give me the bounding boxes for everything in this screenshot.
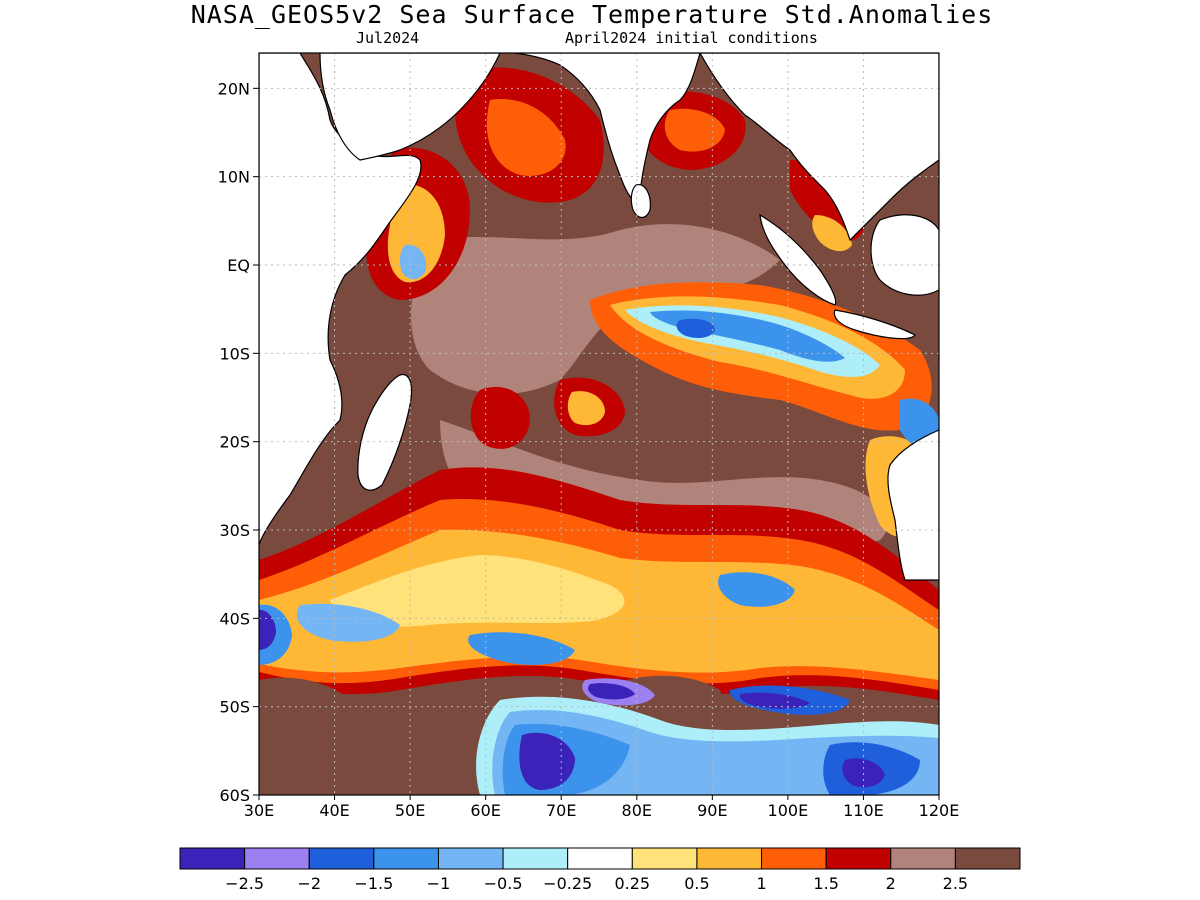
lon-tick-label: 90E <box>697 801 727 820</box>
lon-tick-label: 120E <box>919 801 960 820</box>
lon-tick-label: 60E <box>470 801 500 820</box>
colorbar-swatch <box>437 847 504 870</box>
anomaly-region <box>718 572 795 607</box>
colorbar-label: 0.25 <box>614 874 650 893</box>
anomaly-region <box>259 677 361 776</box>
anomaly-region <box>664 108 725 152</box>
lat-tick-label: EQ <box>227 256 250 275</box>
longitude-axis: 30E 40E 50E 60E 70E 80E 90E 100E 110E 120E <box>244 795 960 820</box>
colorbar-swatch <box>954 847 1021 870</box>
lat-tick-label: 50S <box>219 698 250 717</box>
southeast-asia-landmass <box>699 53 939 242</box>
colorbar-label: 0.5 <box>684 874 709 893</box>
colorbar-swatch <box>696 847 763 870</box>
lon-tick-label: 70E <box>546 801 576 820</box>
lon-tick-label: 30E <box>244 801 274 820</box>
lat-tick-label: 60S <box>219 786 250 805</box>
initial-conditions-label: April2024 initial conditions <box>565 29 818 47</box>
colorbar-swatch <box>502 847 569 870</box>
colorbar-label: −0.25 <box>543 874 592 893</box>
colorbar-label: −2 <box>297 874 321 893</box>
anomaly-region <box>567 391 605 426</box>
colorbar-label: 2.5 <box>943 874 968 893</box>
anomaly-region <box>676 318 715 338</box>
anomaly-region <box>486 99 566 176</box>
lat-tick-label: 40S <box>219 609 250 628</box>
anomaly-region <box>330 555 625 627</box>
madagascar-island <box>357 374 413 491</box>
colorbar-swatch <box>179 847 246 870</box>
colorbar-label: 1.5 <box>813 874 838 893</box>
lat-tick-label: 10N <box>218 168 250 187</box>
colorbar-swatch <box>631 847 698 870</box>
lat-tick-label: 20S <box>219 433 250 452</box>
colorbar-label: 2 <box>886 874 896 893</box>
java-island <box>833 309 916 340</box>
anomaly-region <box>259 609 276 650</box>
lat-lon-grid <box>259 53 939 795</box>
colorbar-swatch <box>244 847 310 870</box>
australia-landmass <box>887 429 939 581</box>
lon-tick-label: 50E <box>395 801 425 820</box>
latitude-axis: 20N 10N EQ 10S 20S 30S 40S 50S 60S <box>218 79 259 805</box>
anomaly-region <box>468 632 575 665</box>
colorbar-label: −1.5 <box>354 874 393 893</box>
lon-tick-label: 80E <box>622 801 652 820</box>
lat-tick-label: 30S <box>219 521 250 540</box>
colorbar-legend: −2.5 −2 −1.5 −1 −0.5 −0.25 0.25 0.5 1 1.5 2 2.5 <box>179 847 1021 893</box>
colorbar-swatch <box>373 847 439 870</box>
lon-tick-label: 100E <box>768 801 809 820</box>
sumatra-island <box>759 213 837 306</box>
colorbar-label: −2.5 <box>225 874 264 893</box>
colorbar-swatch <box>308 847 375 870</box>
lat-tick-label: 20N <box>218 79 250 98</box>
colorbar-label: 1 <box>756 874 766 893</box>
anomaly-region <box>296 603 400 642</box>
colorbar-swatch <box>890 847 956 870</box>
colorbar-label: −0.5 <box>484 874 523 893</box>
colorbar-swatch <box>761 847 827 870</box>
arabia-landmass <box>319 53 501 161</box>
anomaly-region <box>588 683 635 700</box>
forecast-month-label: Jul2024 <box>356 29 420 47</box>
colorbar-swatch <box>825 847 892 870</box>
india-landmass <box>514 53 701 202</box>
borneo-island <box>870 214 939 296</box>
lon-tick-label: 110E <box>843 801 884 820</box>
map-frame <box>258 52 940 796</box>
anomaly-region <box>812 215 852 252</box>
anomaly-region <box>739 692 810 709</box>
colorbar-label: −1 <box>427 874 451 893</box>
sri-lanka-island <box>630 184 651 219</box>
map-title: NASA_GEOS5v2 Sea Surface Temperature Std… <box>190 0 994 29</box>
lon-tick-label: 40E <box>319 801 349 820</box>
anomaly-region <box>519 732 575 790</box>
colorbar-swatch <box>567 847 633 870</box>
lat-tick-label: 10S <box>219 344 250 363</box>
anomaly-region <box>399 244 427 280</box>
anomaly-region <box>842 758 885 788</box>
land-masses <box>259 53 939 581</box>
